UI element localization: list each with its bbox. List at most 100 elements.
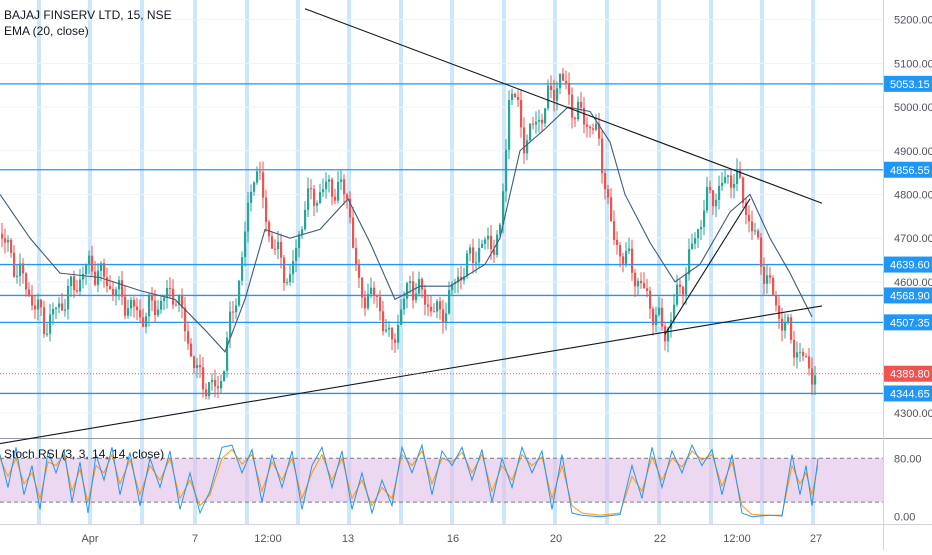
candle-body — [646, 288, 649, 291]
candle-body — [91, 255, 94, 272]
candle-body — [481, 243, 484, 248]
candle-body — [214, 380, 217, 387]
candle-body — [430, 306, 433, 312]
last-price-label-bg — [884, 365, 932, 382]
candle-body — [775, 294, 778, 306]
candle-body — [121, 280, 124, 297]
session-band — [502, 0, 506, 524]
candle-body — [562, 73, 565, 81]
candle-body — [673, 304, 676, 320]
candle-body — [553, 90, 556, 101]
candle-body — [379, 296, 382, 312]
ema-line — [0, 106, 813, 353]
candle-body — [334, 196, 337, 201]
stoch-k-line — [0, 443, 819, 518]
candle-body — [250, 191, 253, 203]
candle-body — [808, 356, 811, 369]
candle-body — [253, 182, 256, 192]
candle-body — [460, 276, 463, 281]
candle-body — [139, 310, 142, 318]
price-tick-label: 4700.00 — [894, 233, 932, 245]
price-tick-label: 4900.00 — [894, 146, 932, 158]
candle-body — [436, 301, 439, 312]
candle-body — [49, 314, 52, 334]
candle-body — [538, 119, 541, 122]
candle-body — [52, 308, 55, 315]
candle-body — [13, 252, 16, 277]
candle-body — [607, 189, 610, 198]
candle-body — [766, 275, 769, 284]
trendline — [0, 305, 823, 445]
candle-body — [415, 293, 418, 301]
candle-body — [256, 171, 259, 183]
level-label-bg — [884, 385, 932, 402]
candle-body — [676, 284, 679, 305]
candle-body — [748, 214, 751, 222]
candle-body — [130, 300, 133, 309]
candle-body — [79, 279, 82, 292]
candle-body — [589, 126, 592, 129]
price-tick-label: 5200.00 — [894, 15, 932, 27]
session-band — [193, 0, 197, 524]
candle-body — [76, 290, 79, 292]
session-band — [657, 0, 661, 524]
candle-body — [727, 175, 730, 177]
candle-body — [517, 97, 520, 100]
candle-body — [706, 187, 709, 211]
candle-body — [241, 257, 244, 281]
candle-body — [331, 179, 334, 197]
candle-body — [403, 298, 406, 310]
candle-body — [181, 295, 184, 308]
candle-body — [346, 194, 349, 199]
candle-body — [145, 316, 148, 327]
candle-body — [760, 237, 763, 267]
candle-body — [652, 308, 655, 326]
candle-body — [136, 306, 139, 311]
level-label: 4344.65 — [890, 388, 930, 400]
trendline — [664, 198, 751, 335]
candle-body — [268, 221, 271, 237]
candle-body — [790, 317, 793, 340]
candle-body — [325, 181, 328, 190]
candle-body — [409, 281, 412, 283]
session-band — [605, 0, 609, 524]
candle-body — [799, 351, 802, 353]
candle-body — [514, 93, 517, 98]
candle-body — [613, 221, 616, 240]
candle-body — [793, 339, 796, 358]
candle-body — [637, 280, 640, 287]
candle-body — [301, 229, 304, 235]
candle-body — [469, 247, 472, 254]
candle-body — [388, 327, 391, 330]
candle-body — [229, 311, 232, 338]
candle-body — [202, 367, 205, 390]
candle-body — [97, 270, 100, 285]
candle-body — [190, 343, 193, 357]
candle-body — [247, 202, 250, 232]
candle-body — [592, 128, 595, 130]
candle-body — [196, 364, 199, 369]
candle-body — [106, 277, 109, 286]
candle-body — [310, 188, 313, 190]
candle-body — [7, 239, 10, 243]
candle-body — [682, 286, 685, 295]
price-tick-label: 4300.00 — [894, 408, 932, 420]
candle-body — [22, 263, 25, 274]
candle-body — [754, 230, 757, 232]
candle-body — [100, 263, 103, 271]
price-tick-label: 5100.00 — [894, 58, 932, 70]
candle-body — [157, 309, 160, 316]
candle-body — [55, 307, 58, 309]
level-label: 4507.35 — [890, 317, 930, 329]
session-band — [399, 0, 403, 524]
candle-body — [46, 333, 49, 335]
candle-body — [586, 124, 589, 127]
candle-body — [154, 300, 157, 316]
candle-body — [625, 250, 628, 264]
candle-body — [73, 276, 76, 291]
candle-body — [271, 236, 274, 249]
candle-body — [700, 226, 703, 230]
candle-body — [796, 352, 799, 358]
